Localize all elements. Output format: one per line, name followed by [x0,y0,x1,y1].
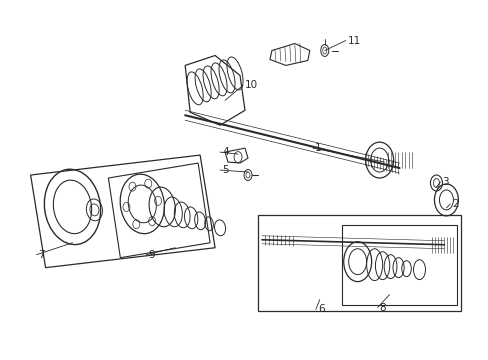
Text: 6: 6 [317,305,324,315]
Polygon shape [108,163,210,258]
Text: 4: 4 [222,147,228,157]
Polygon shape [269,44,309,66]
Polygon shape [341,225,456,305]
Text: 11: 11 [347,36,360,46]
Polygon shape [258,215,461,311]
Text: 8: 8 [379,302,386,312]
Text: 10: 10 [244,80,258,90]
Text: 1: 1 [314,143,321,153]
Text: 7: 7 [39,250,45,260]
Polygon shape [224,148,247,163]
Text: 9: 9 [148,250,155,260]
Polygon shape [185,55,244,125]
Polygon shape [31,155,215,268]
Text: 5: 5 [222,165,228,175]
Text: 3: 3 [442,177,448,187]
Text: 2: 2 [451,199,458,209]
